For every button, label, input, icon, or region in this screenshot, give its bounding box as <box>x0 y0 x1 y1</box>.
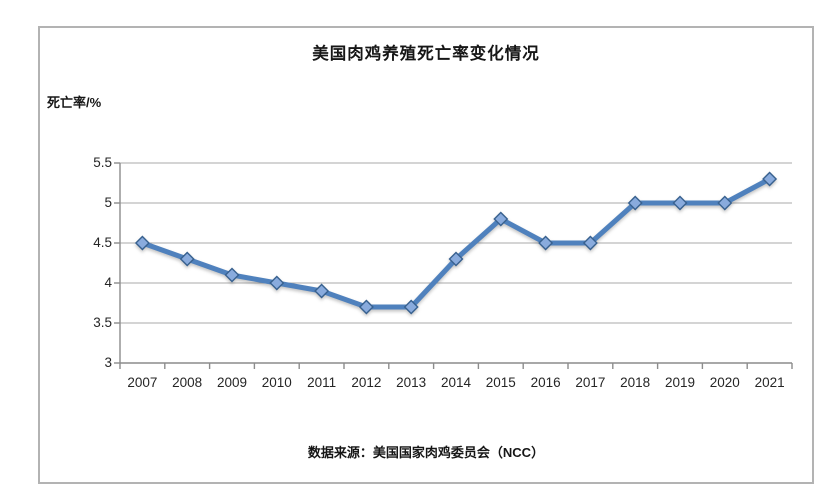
data-point-2015 <box>493 211 509 227</box>
x-tick-label-2010: 2010 <box>261 375 292 390</box>
data-point-2009 <box>224 267 240 283</box>
data-point-2007 <box>134 235 150 251</box>
data-point-2016 <box>538 235 554 251</box>
x-tick-label-2016: 2016 <box>530 375 561 390</box>
y-tick-label-4: 4 <box>104 275 112 290</box>
data-point-2012 <box>358 299 374 315</box>
data-point-2021 <box>762 171 778 187</box>
x-tick-label-2007: 2007 <box>127 375 158 390</box>
x-tick-label-2009: 2009 <box>216 375 248 390</box>
line-chart-svg <box>114 162 793 369</box>
data-point-2010 <box>269 275 285 291</box>
data-point-2008 <box>179 251 195 267</box>
y-tick-label-3: 3 <box>104 355 112 370</box>
x-tick-label-2017: 2017 <box>575 375 606 390</box>
x-tick-label-2012: 2012 <box>351 375 382 390</box>
x-tick-label-2014: 2014 <box>440 375 472 390</box>
y-tick-label-5: 5 <box>104 195 112 210</box>
data-point-2014 <box>448 251 464 267</box>
y-tick-label-3.5: 3.5 <box>93 315 112 330</box>
chart-title: 美国肉鸡养殖死亡率变化情况 <box>312 45 540 63</box>
y-tick-label-5.5: 5.5 <box>93 155 112 170</box>
x-tick-label-2018: 2018 <box>620 375 651 390</box>
data-point-2017 <box>582 235 598 251</box>
data-point-2020 <box>717 195 733 211</box>
x-tick-label-2021: 2021 <box>754 375 785 390</box>
y-axis-unit-label: 死亡率/% <box>47 95 102 110</box>
y-tick-label-4.5: 4.5 <box>93 235 112 250</box>
x-tick-label-2015: 2015 <box>485 375 516 390</box>
x-tick-label-2019: 2019 <box>664 375 696 390</box>
data-point-2018 <box>627 195 643 211</box>
mortality-rate-series <box>134 171 778 315</box>
x-tick-label-2011: 2011 <box>307 375 337 390</box>
chart-container: 美国肉鸡养殖死亡率变化情况 死亡率/% 3 3.5 4 4.5 5 5.5 2007 200… <box>38 26 814 484</box>
x-tick-label-2008: 2008 <box>172 375 203 390</box>
data-source-note: 数据来源：美国国家肉鸡委员会（NCC） <box>307 445 545 460</box>
data-point-2011 <box>314 283 330 299</box>
x-tick-label-2020: 2020 <box>709 375 740 390</box>
data-point-2019 <box>672 195 688 211</box>
x-tick-label-2013: 2013 <box>396 375 427 390</box>
data-point-2013 <box>403 299 419 315</box>
